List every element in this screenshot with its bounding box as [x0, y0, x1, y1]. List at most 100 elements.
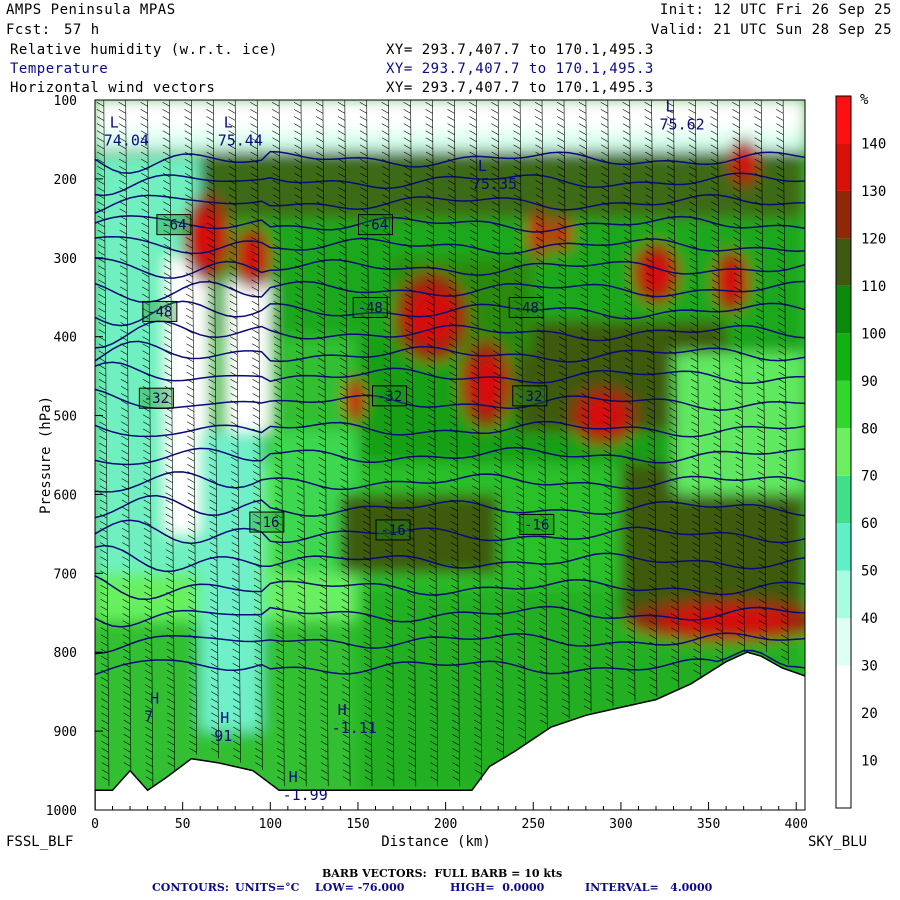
- colorbar-level: 110: [861, 279, 886, 295]
- y-axis-label: Pressure (hPa): [38, 396, 54, 514]
- y-tick-label: 400: [54, 331, 77, 346]
- colorbar-level: 60: [861, 516, 878, 532]
- colorbar-swatch: [836, 665, 851, 714]
- extremum-value: -1.11: [332, 719, 377, 737]
- y-tick-label: 900: [54, 725, 77, 740]
- contour-label: -48: [142, 300, 178, 322]
- svg-text:-48: -48: [358, 300, 383, 316]
- colorbar-level: 10: [861, 754, 878, 770]
- contours-label: CONTOURS:: [152, 881, 229, 894]
- model-title: AMPS Peninsula MPAS: [6, 2, 176, 18]
- colorbar-unit: %: [860, 92, 869, 108]
- colorbar-level: 70: [861, 469, 878, 485]
- field-xy-rh: XY= 293.7,407.7 to 170.1,495.3: [386, 42, 654, 58]
- extremum-kind: H: [220, 709, 229, 727]
- y-tick-label: 700: [54, 567, 77, 582]
- colorbar-level: 120: [861, 231, 886, 247]
- contour-label: -32: [372, 385, 408, 407]
- extremum-value: 7: [144, 707, 153, 725]
- colorbar-swatch: [836, 713, 851, 761]
- x-tick-label: 0: [91, 817, 99, 832]
- svg-text:-32: -32: [517, 389, 542, 405]
- contours-units: UNITS=°C: [235, 881, 300, 894]
- contour-label: -48: [352, 296, 388, 318]
- x-axis-label: Distance (km): [381, 834, 491, 850]
- colorbar-swatch: [836, 380, 851, 429]
- extremum-kind: H: [150, 689, 159, 707]
- field-xy-temperature: XY= 293.7,407.7 to 170.1,495.3: [386, 61, 654, 77]
- extremum-kind: L: [110, 113, 119, 131]
- colorbar-swatch: [836, 570, 851, 619]
- extremum-value: 75.62: [659, 116, 704, 134]
- left-endpoint-label: FSSL_BLF: [6, 834, 73, 850]
- svg-text:-32: -32: [377, 389, 402, 405]
- svg-text:-16: -16: [380, 523, 405, 539]
- colorbar-level: 40: [861, 611, 878, 627]
- contour-label: -64: [156, 214, 192, 236]
- y-tick-label: 200: [54, 173, 77, 188]
- colorbar-swatch: [836, 285, 851, 334]
- colorbar-swatch: [836, 238, 851, 286]
- svg-text:-16: -16: [254, 515, 279, 531]
- y-tick-label: 800: [54, 646, 77, 661]
- barb-note: BARB VECTORS: FULL BARB = 10 kts: [322, 867, 563, 880]
- x-tick-label: 100: [259, 817, 282, 832]
- field-xy-wind: XY= 293.7,407.7 to 170.1,495.3: [386, 80, 654, 96]
- x-tick-label: 250: [522, 817, 545, 832]
- forecast-value: 57 h: [64, 22, 100, 38]
- contours-high: HIGH= 0.0000: [450, 881, 545, 894]
- colorbar-level: 30: [861, 659, 878, 675]
- colorbar-level: 100: [861, 326, 886, 342]
- colorbar-swatch: [836, 333, 851, 381]
- colorbar-level: 20: [861, 706, 878, 722]
- extremum-value: 75.44: [218, 131, 263, 149]
- colorbar-swatch: [836, 523, 851, 571]
- forecast-label: Fcst:: [6, 22, 51, 38]
- svg-text:-48: -48: [147, 304, 172, 320]
- x-tick-label: 150: [346, 817, 369, 832]
- field-label-wind: Horizontal wind vectors: [10, 80, 216, 96]
- colorbar-level: 50: [861, 564, 878, 580]
- contour-label: -16: [519, 513, 555, 535]
- contours-interval: INTERVAL= 4.0000: [585, 881, 713, 894]
- y-tick-label: 600: [54, 488, 77, 503]
- colorbar-swatch: [836, 143, 851, 191]
- contours-low: LOW= -76.000: [315, 881, 405, 894]
- extremum-value: -1.99: [283, 786, 328, 804]
- colorbar-level: 140: [861, 136, 886, 152]
- x-tick-label: 300: [609, 817, 632, 832]
- x-tick-label: 50: [175, 817, 191, 832]
- y-tick-label: 300: [54, 252, 77, 267]
- field-label-temperature: Temperature: [10, 61, 109, 77]
- colorbar-swatch: [836, 190, 851, 239]
- extremum-kind: H: [289, 768, 298, 786]
- init-time: Init: 12 UTC Fri 26 Sep 25: [659, 2, 892, 18]
- colorbar-swatch: [836, 475, 851, 524]
- colorbar-swatch: [836, 428, 851, 476]
- colorbar-level: 90: [861, 374, 878, 390]
- svg-text:-64: -64: [363, 218, 388, 234]
- contour-label: -32: [512, 385, 548, 407]
- x-tick-label: 350: [697, 817, 720, 832]
- extremum-kind: H: [338, 701, 347, 719]
- extremum-value: 74.04: [104, 131, 149, 149]
- x-tick-label: 200: [434, 817, 457, 832]
- contour-label: -64: [357, 214, 393, 236]
- y-tick-label: 100: [54, 94, 77, 109]
- contour-label: -48: [508, 296, 544, 318]
- colorbar-swatch: [836, 618, 851, 666]
- colorbar-level: 130: [861, 184, 886, 200]
- y-tick-label: 500: [54, 410, 77, 425]
- extremum-kind: L: [478, 157, 487, 175]
- right-endpoint-label: SKY_BLU: [808, 834, 867, 850]
- contour-label: -32: [138, 387, 174, 409]
- svg-text:-48: -48: [514, 300, 539, 316]
- svg-text:-32: -32: [144, 391, 169, 407]
- svg-text:-64: -64: [161, 218, 186, 234]
- extremum-kind: L: [224, 113, 233, 131]
- valid-time: Valid: 21 UTC Sun 28 Sep 25: [650, 22, 892, 38]
- extremum-value: 91: [214, 727, 232, 745]
- colorbar-level: 80: [861, 421, 878, 437]
- y-tick-label: 1000: [46, 804, 77, 819]
